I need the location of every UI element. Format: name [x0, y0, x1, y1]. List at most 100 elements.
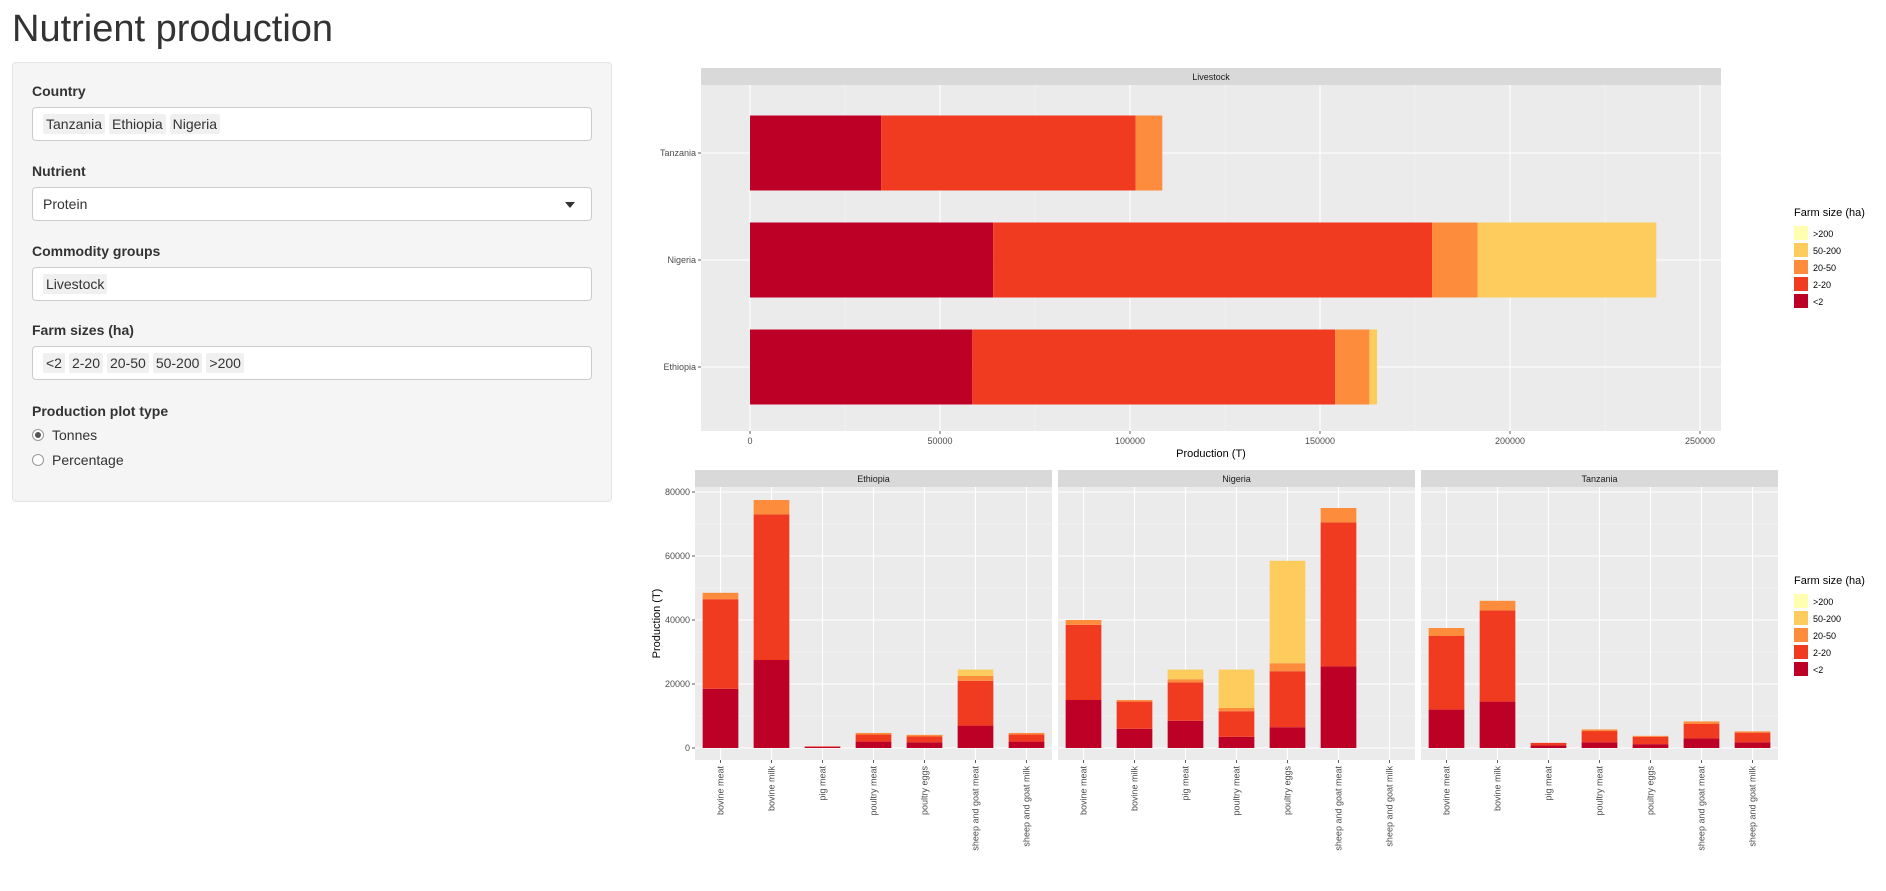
bar-segment — [753, 500, 790, 515]
bar-segment — [906, 742, 943, 748]
radio-label: Tonnes — [52, 427, 98, 443]
bar-segment — [1581, 742, 1618, 748]
bar-segment — [1320, 508, 1357, 523]
x-tick-label: pig meat — [1181, 766, 1191, 801]
bar-segment — [1530, 745, 1567, 748]
legend-label: >200 — [1813, 229, 1833, 239]
bar-segment — [804, 747, 841, 748]
bar-segment — [881, 115, 1136, 191]
commodity-select[interactable]: Livestock — [32, 267, 592, 301]
bar-segment — [702, 688, 739, 748]
bar-segment — [1167, 679, 1204, 683]
bar-segment — [1008, 732, 1045, 735]
legend-swatch — [1794, 662, 1808, 676]
legend-label: <2 — [1813, 297, 1823, 307]
bar-segment — [993, 222, 1433, 298]
bar-segment — [1734, 732, 1771, 743]
bar-segment — [1135, 115, 1163, 191]
legend-label: 20-50 — [1813, 263, 1836, 273]
legend-label: >200 — [1813, 597, 1833, 607]
sidebar-panel: Country Tanzania Ethiopia Nigeria Nutrie… — [12, 62, 612, 502]
nutrient-select[interactable]: Protein — [32, 187, 592, 221]
bar-segment — [1167, 669, 1204, 680]
legend-label: 50-200 — [1813, 246, 1841, 256]
y-axis-title: Production (T) — [651, 589, 663, 659]
y-tick-label: 40000 — [665, 615, 690, 625]
y-tick-label: 60000 — [665, 551, 690, 561]
x-tick-label: bovine meat — [716, 766, 726, 816]
facet-strip — [1058, 470, 1415, 487]
legend-swatch — [1794, 243, 1808, 257]
bar-segment — [957, 680, 994, 726]
bar-segment — [855, 732, 892, 735]
nutrient-label: Nutrient — [32, 163, 86, 179]
country-select[interactable]: Tanzania Ethiopia Nigeria — [32, 107, 592, 141]
bar-segment — [1683, 721, 1720, 724]
bar-segment — [972, 329, 1336, 405]
bar-segment — [1683, 738, 1720, 748]
legend-swatch — [1794, 611, 1808, 625]
legend-label: <2 — [1813, 665, 1823, 675]
legend-swatch — [1794, 594, 1808, 608]
bar-segment — [1428, 628, 1465, 636]
farm-sizes-select[interactable]: <2 2-20 20-50 50-200 >200 — [32, 346, 592, 380]
bar-segment — [906, 734, 943, 737]
bar-segment — [1632, 744, 1669, 748]
x-tick-label: sheep and goat milk — [1022, 766, 1032, 847]
legend-swatch — [1794, 628, 1808, 642]
x-tick-label: bovine milk — [1130, 766, 1140, 812]
y-tick-label: 80000 — [665, 487, 690, 497]
farm-size-chip[interactable]: 20-50 — [107, 353, 149, 373]
legend-label: 2-20 — [1813, 280, 1831, 290]
bar-segment — [1065, 700, 1102, 748]
legend-title: Farm size (ha) — [1794, 575, 1865, 587]
radio-percentage[interactable]: Percentage — [32, 452, 124, 468]
x-tick-label: poultry meat — [1232, 766, 1242, 816]
commodity-facet-chart: 0 20000 40000 60000 80000 Production (T) Ethio… — [651, 470, 1865, 851]
bar-segment — [750, 115, 882, 191]
legend-label: 20-50 — [1813, 631, 1836, 641]
bar-segment — [1116, 728, 1153, 748]
bar-segment — [1269, 671, 1306, 728]
radio-tonnes[interactable]: Tonnes — [32, 427, 97, 443]
bar-segment — [1218, 736, 1255, 748]
bar-segment — [1479, 610, 1516, 702]
bar-segment — [1530, 742, 1567, 746]
x-tick-label: bovine milk — [767, 766, 777, 812]
x-tick-label: sheep and goat milk — [1385, 766, 1395, 847]
bar-segment — [750, 329, 973, 405]
x-tick-label: 0 — [747, 436, 752, 446]
facet-strip — [695, 470, 1052, 487]
legend-label: 50-200 — [1813, 614, 1841, 624]
country-chip[interactable]: Tanzania — [43, 114, 106, 134]
bar-segment — [1320, 666, 1357, 748]
bar-segment — [1116, 700, 1153, 702]
commodity-chip[interactable]: Livestock — [43, 274, 108, 294]
radio-button[interactable] — [32, 429, 44, 441]
chevron-down-icon[interactable] — [565, 202, 575, 208]
bar-segment — [702, 592, 739, 600]
bar-segment — [1269, 727, 1306, 748]
bar-segment — [957, 669, 994, 676]
y-tick-label: 20000 — [665, 679, 690, 689]
bar-segment — [1734, 731, 1771, 733]
country-chip[interactable]: Ethiopia — [109, 114, 166, 134]
legend-swatch — [1794, 294, 1808, 308]
legend-swatch — [1794, 645, 1808, 659]
farm-size-chip[interactable]: <2 — [43, 353, 65, 373]
farm-size-chip[interactable]: >200 — [206, 353, 244, 373]
bar-segment — [1116, 701, 1153, 729]
country-chip[interactable]: Nigeria — [169, 114, 220, 134]
facet-strip — [701, 68, 1721, 85]
nutrient-value: Protein — [43, 196, 88, 212]
x-tick-label: poultry eggs — [1646, 766, 1656, 816]
bar-segment — [1632, 736, 1669, 745]
facet-label: Tanzania — [1581, 474, 1617, 484]
bar-segment — [957, 676, 994, 681]
radio-button[interactable] — [32, 454, 44, 466]
farm-size-chip[interactable]: 50-200 — [152, 353, 203, 373]
farm-size-chip[interactable]: 2-20 — [68, 353, 103, 373]
bar-segment — [1167, 682, 1204, 721]
x-tick-label: sheep and goat meat — [1697, 766, 1707, 851]
bar-segment — [1335, 329, 1370, 405]
